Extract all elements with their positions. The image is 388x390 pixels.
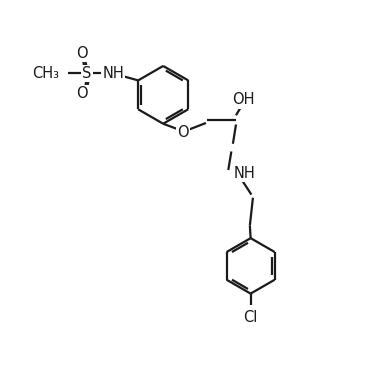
Text: NH: NH: [102, 66, 124, 81]
Text: O: O: [76, 46, 88, 61]
Text: Cl: Cl: [243, 310, 258, 325]
Text: OH: OH: [232, 92, 254, 107]
Text: O: O: [177, 125, 189, 140]
Text: NH: NH: [234, 166, 255, 181]
Text: S: S: [82, 66, 92, 81]
Text: O: O: [76, 86, 88, 101]
Text: CH₃: CH₃: [32, 66, 59, 81]
